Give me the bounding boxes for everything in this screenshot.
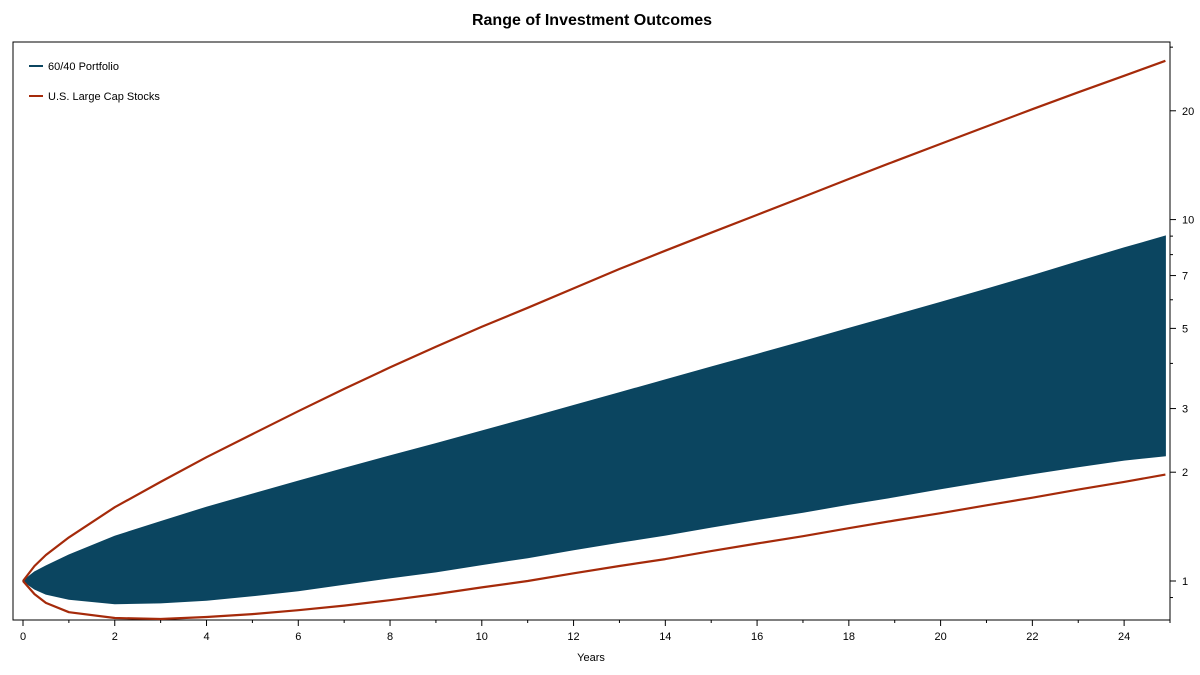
legend-label-us-large-cap-stocks: U.S. Large Cap Stocks — [48, 91, 160, 103]
y-tick-label-2: 2 — [1182, 467, 1188, 479]
legend-label-60-40-portfolio: 60/40 Portfolio — [48, 61, 119, 73]
series-layer — [22, 59, 1166, 621]
y-axis: 1 2 3 5 7 10 20 — [1170, 46, 1194, 599]
x-tick-label-6: 6 — [295, 631, 301, 643]
legend: 60/40 Portfolio U.S. Large Cap Stocks — [29, 61, 160, 103]
x-tick-label-18: 18 — [843, 631, 855, 643]
x-tick-label-22: 22 — [1026, 631, 1038, 643]
x-tick-label-16: 16 — [751, 631, 763, 643]
y-tick-label-20: 20 — [1182, 106, 1194, 118]
x-tick-label-12: 12 — [567, 631, 579, 643]
y-tick-label-3: 3 — [1182, 404, 1188, 416]
x-tick-label-8: 8 — [387, 631, 393, 643]
x-tick-label-10: 10 — [476, 631, 488, 643]
chart-title: Range of Investment Outcomes — [472, 12, 712, 29]
x-tick-label-14: 14 — [659, 631, 671, 643]
plot-frame — [12, 41, 1171, 621]
u-s-large-cap-stocks-lower-line — [22, 473, 1166, 621]
x-tick-label-20: 20 — [934, 631, 946, 643]
y-tick-label-7: 7 — [1182, 271, 1188, 283]
y-tick-label-10: 10 — [1182, 215, 1194, 227]
x-axis: 0 2 4 6 8 10 12 14 16 18 20 22 24 — [20, 620, 1171, 643]
x-axis-label: Years — [577, 652, 605, 664]
y-tick-label-1: 1 — [1182, 576, 1188, 588]
x-tick-label-4: 4 — [203, 631, 209, 643]
x-tick-label-2: 2 — [112, 631, 118, 643]
y-tick-label-5: 5 — [1182, 323, 1188, 335]
x-tick-label-24: 24 — [1118, 631, 1130, 643]
u-s-large-cap-stocks-upper-line — [22, 59, 1166, 582]
60-40-portfolio-band — [22, 235, 1166, 605]
x-tick-label-0: 0 — [20, 631, 26, 643]
